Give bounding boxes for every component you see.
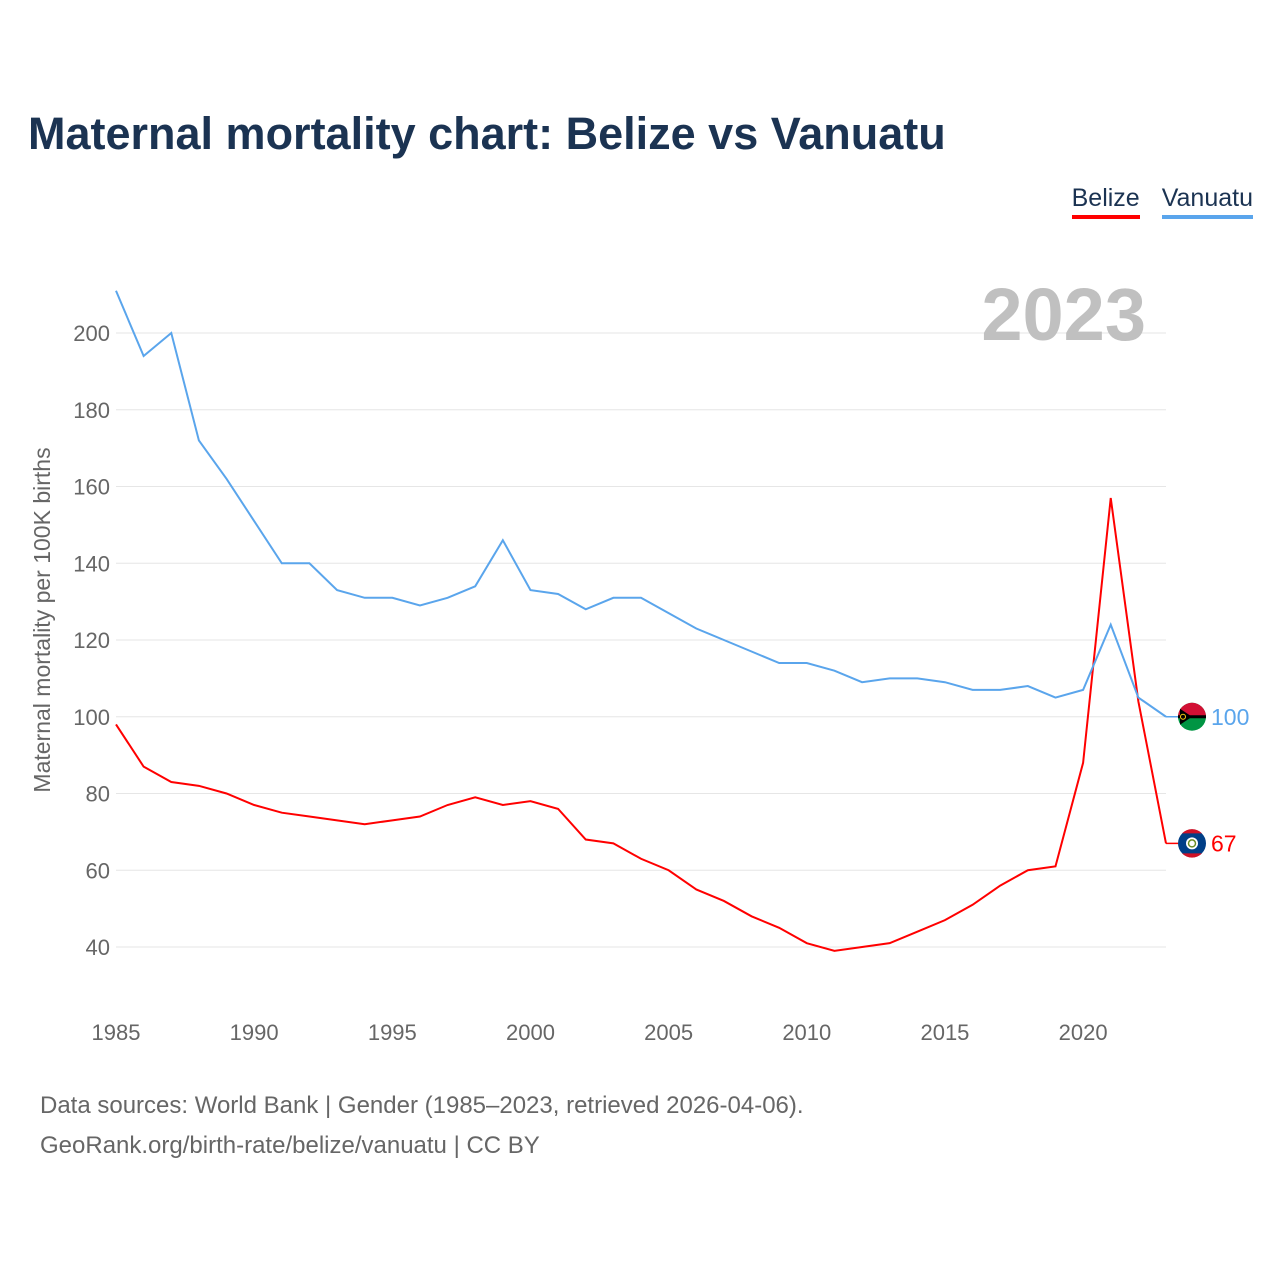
legend: Belize Vanuatu — [1071, 184, 1253, 219]
footer-source: Data sources: World Bank | Gender (1985–… — [40, 1092, 804, 1119]
end-value-label: 67 — [1211, 830, 1237, 856]
x-tick-label: 1990 — [230, 1020, 279, 1045]
footer-link[interactable]: GeoRank.org/birth-rate/belize/vanuatu | … — [40, 1132, 540, 1159]
y-tick-label: 40 — [86, 935, 110, 960]
series-line-belize — [115, 497, 1167, 952]
flag-part — [1187, 839, 1197, 848]
y-tick-label: 160 — [73, 475, 110, 500]
y-tick-label: 80 — [86, 782, 110, 807]
y-tick-label: 120 — [73, 628, 110, 653]
legend-belize[interactable]: Belize — [1071, 184, 1140, 219]
y-axis-label: Maternal mortality per 100K births — [29, 447, 55, 792]
x-tick-label: 2005 — [644, 1020, 693, 1045]
footer: Data sources: World Bank | Gender (1985–… — [40, 1086, 804, 1166]
legend-vanuatu[interactable]: Vanuatu — [1161, 184, 1253, 219]
year-label: 2023 — [981, 273, 1146, 356]
x-tick-label: 2000 — [506, 1020, 555, 1045]
chart-title: Maternal mortality chart: Belize vs Vanu… — [28, 108, 946, 159]
flag-part — [1182, 853, 1202, 858]
y-tick-label: 60 — [86, 858, 110, 883]
y-tick-label: 180 — [73, 398, 110, 423]
end-value-label: 100 — [1211, 704, 1249, 730]
vanuatu-flag-icon — [1178, 702, 1206, 731]
x-tick-label: 2020 — [1059, 1020, 1108, 1045]
y-tick-label: 200 — [73, 321, 110, 346]
y-tick-label: 140 — [73, 551, 110, 576]
x-tick-label: 1995 — [368, 1020, 417, 1045]
x-tick-label: 2010 — [782, 1020, 831, 1045]
belize-flag-icon — [1178, 829, 1206, 858]
x-tick-label: 2015 — [920, 1020, 969, 1045]
series-line-vanuatu — [115, 290, 1167, 718]
flag-part — [1182, 829, 1202, 834]
flag-part — [1180, 713, 1186, 720]
y-tick-label: 100 — [73, 705, 110, 730]
x-tick-label: 1985 — [92, 1020, 141, 1045]
